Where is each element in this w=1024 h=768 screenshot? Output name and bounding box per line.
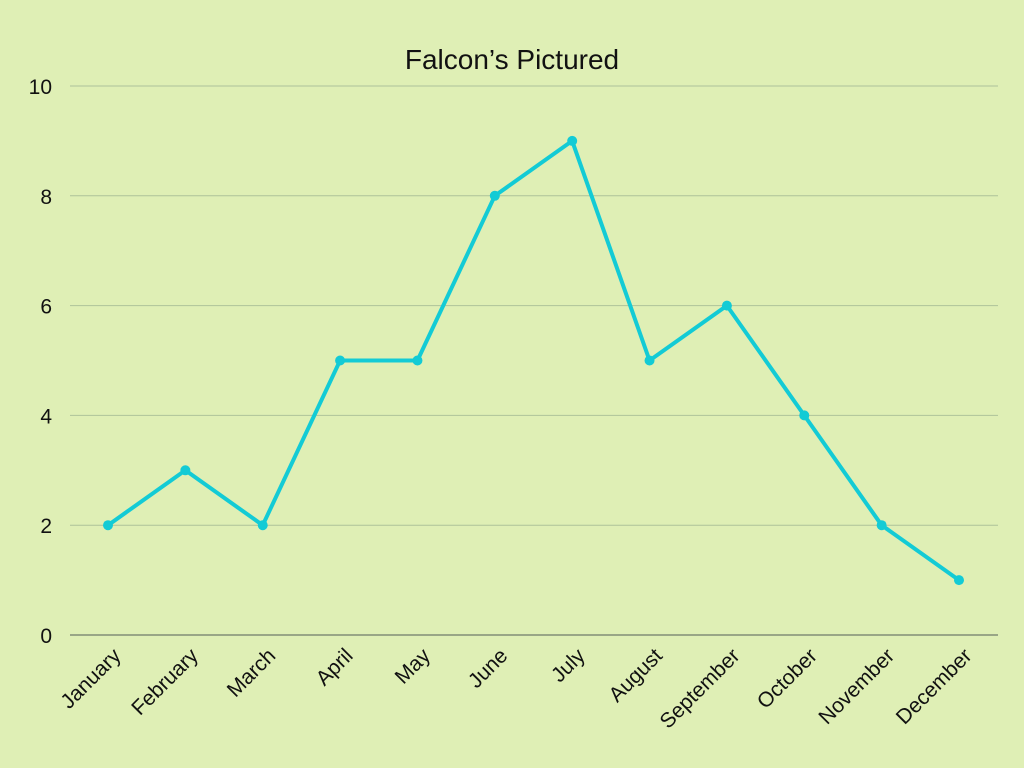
- x-tick-label: March: [223, 644, 281, 702]
- chart-title: Falcon’s Pictured: [405, 44, 619, 75]
- data-point-november: [876, 520, 887, 531]
- x-tick-label: September: [656, 644, 745, 733]
- x-tick-label: January: [56, 644, 125, 713]
- x-tick-label: April: [312, 644, 358, 690]
- data-point-july: [567, 135, 578, 146]
- y-tick-label: 10: [29, 76, 52, 99]
- x-tick-labels: January February March April May June July Augu…: [56, 644, 976, 733]
- x-tick-label: June: [464, 644, 512, 692]
- data-point-february: [180, 465, 191, 476]
- data-point-january: [103, 520, 113, 531]
- data-point-june: [489, 190, 500, 201]
- data-point-october: [799, 410, 810, 421]
- data-point-may: [412, 355, 423, 366]
- y-tick-labels: 0 2 4 6 8 10: [29, 76, 53, 648]
- y-tick-label: 8: [40, 186, 52, 209]
- x-tick-label: December: [892, 644, 977, 729]
- x-tick-label: February: [127, 644, 203, 720]
- x-tick-label: May: [391, 644, 436, 689]
- data-point-september: [721, 300, 732, 311]
- data-point-april: [335, 355, 346, 366]
- series-line: [106, 138, 961, 583]
- y-tick-label: 6: [40, 296, 52, 319]
- series: [103, 135, 964, 586]
- y-tick-label: 4: [40, 405, 52, 428]
- x-tick-label: August: [605, 644, 668, 707]
- x-tick-label: November: [814, 644, 899, 729]
- data-point-august: [644, 355, 655, 366]
- x-tick-label: October: [753, 644, 822, 713]
- data-point-march: [257, 520, 268, 531]
- y-tick-label: 0: [40, 625, 52, 648]
- data-point-december: [954, 575, 964, 586]
- y-tick-label: 2: [40, 515, 52, 538]
- grid-lines: [70, 85, 998, 526]
- x-tick-label: July: [547, 644, 590, 687]
